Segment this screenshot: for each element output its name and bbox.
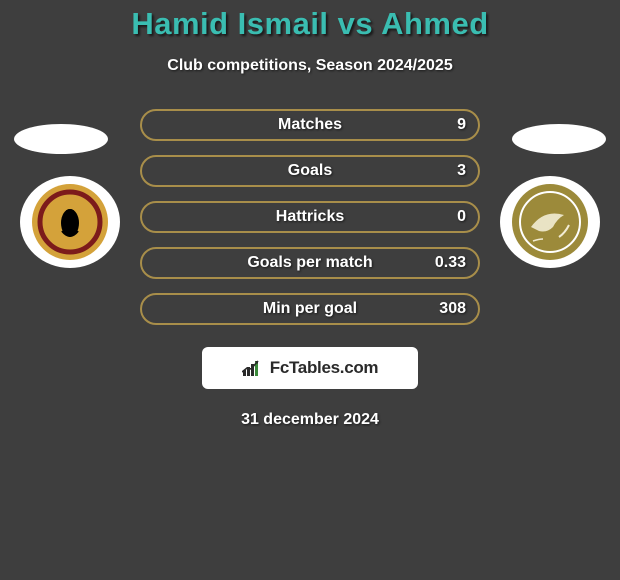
player-right-placeholder bbox=[512, 124, 606, 154]
stat-label: Hattricks bbox=[276, 208, 344, 226]
subtitle: Club competitions, Season 2024/2025 bbox=[0, 57, 620, 75]
player-left-placeholder bbox=[14, 124, 108, 154]
club-crest-left-icon bbox=[29, 181, 111, 263]
brand-box[interactable]: FcTables.com bbox=[202, 347, 418, 389]
stat-right-value: 3 bbox=[457, 162, 466, 180]
club-badge-right bbox=[500, 176, 600, 268]
stat-right-value: 308 bbox=[439, 300, 466, 318]
stat-right-value: 0.33 bbox=[435, 254, 466, 272]
stat-right-value: 9 bbox=[457, 116, 466, 134]
stats-list: Matches 9 Goals 3 Hattricks 0 Goals per … bbox=[140, 109, 480, 325]
club-badge-left bbox=[20, 176, 120, 268]
page-title: Hamid Ismail vs Ahmed bbox=[0, 0, 620, 39]
club-crest-right-icon bbox=[509, 181, 591, 263]
stat-label: Min per goal bbox=[263, 300, 357, 318]
stat-row: Hattricks 0 bbox=[140, 201, 480, 233]
bar-chart-icon bbox=[242, 358, 266, 378]
brand-text: FcTables.com bbox=[270, 358, 379, 378]
date-text: 31 december 2024 bbox=[0, 411, 620, 429]
stat-row: Goals per match 0.33 bbox=[140, 247, 480, 279]
stat-right-value: 0 bbox=[457, 208, 466, 226]
stat-row: Matches 9 bbox=[140, 109, 480, 141]
stat-label: Goals per match bbox=[247, 254, 372, 272]
stat-row: Min per goal 308 bbox=[140, 293, 480, 325]
comparison-canvas: Hamid Ismail vs Ahmed Club competitions,… bbox=[0, 0, 620, 580]
stat-row: Goals 3 bbox=[140, 155, 480, 187]
stat-label: Matches bbox=[278, 116, 342, 134]
stat-label: Goals bbox=[288, 162, 332, 180]
